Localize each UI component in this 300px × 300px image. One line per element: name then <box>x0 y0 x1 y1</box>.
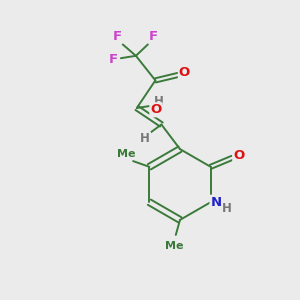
Text: H: H <box>222 202 232 215</box>
Text: N: N <box>211 196 222 209</box>
Text: F: F <box>109 53 118 67</box>
Text: O: O <box>150 103 162 116</box>
Text: H: H <box>140 132 150 146</box>
Text: O: O <box>233 149 244 162</box>
Text: O: O <box>179 66 190 79</box>
Text: F: F <box>149 29 158 43</box>
Text: Me: Me <box>117 149 136 159</box>
Text: Me: Me <box>165 241 184 251</box>
Text: H: H <box>154 95 164 109</box>
Text: F: F <box>113 29 122 43</box>
